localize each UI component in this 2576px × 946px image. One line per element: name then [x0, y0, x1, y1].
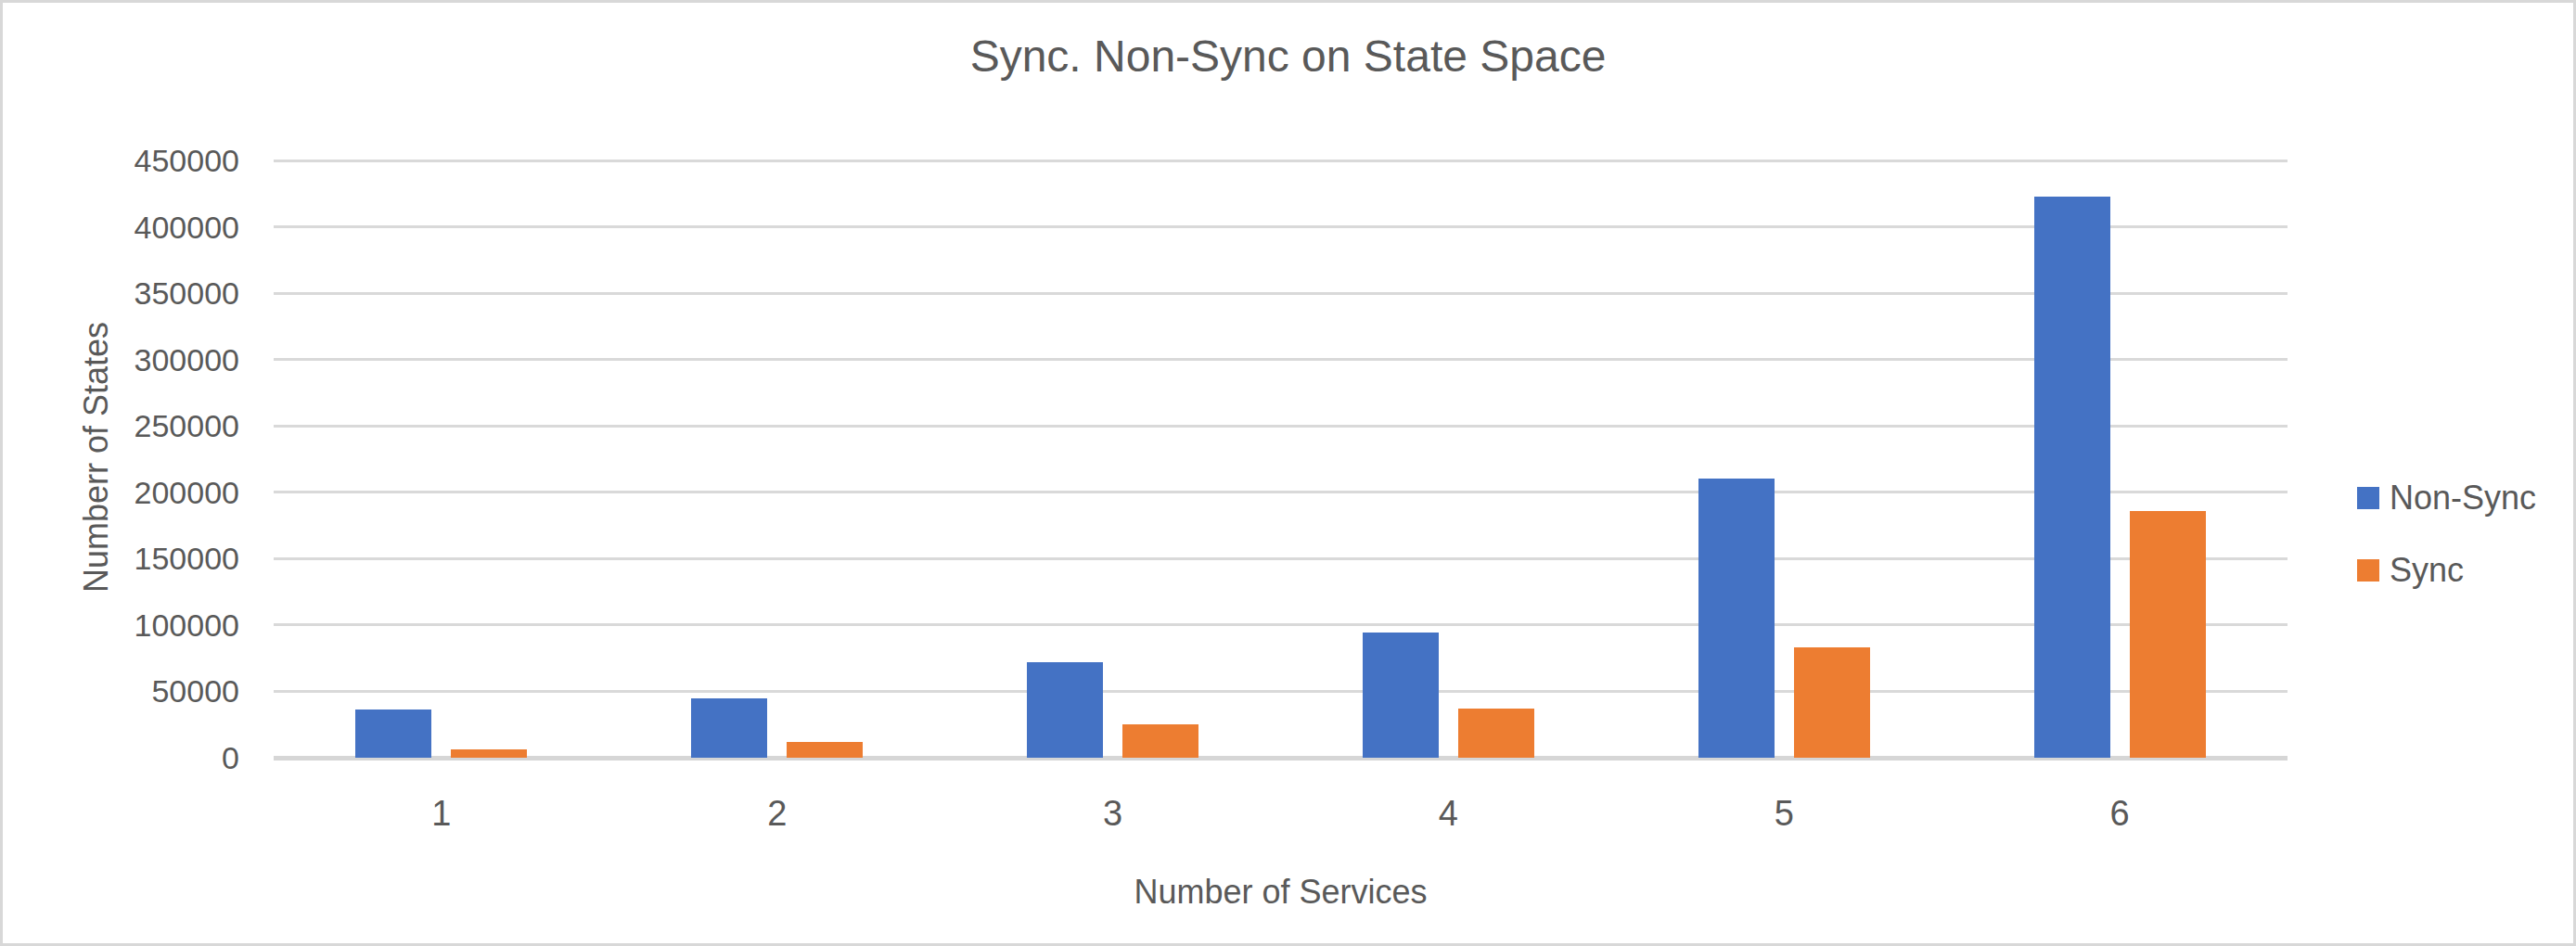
y-tick-label: 300000 — [3, 341, 239, 378]
x-tick-label: 3 — [1048, 793, 1178, 834]
bar-non-sync-4 — [1363, 633, 1439, 758]
y-tick-label: 100000 — [3, 607, 239, 644]
legend-swatch-non-sync — [2357, 487, 2379, 509]
chart-title: Sync. Non-Sync on State Space — [3, 31, 2573, 82]
bar-non-sync-3 — [1027, 662, 1103, 758]
y-tick-label: 0 — [3, 739, 239, 776]
bar-sync-6 — [2130, 511, 2206, 758]
gridline — [274, 358, 2288, 361]
bar-non-sync-2 — [691, 698, 767, 758]
bar-non-sync-5 — [1698, 479, 1775, 758]
y-tick-label: 150000 — [3, 540, 239, 577]
legend-item-non-sync: Non-Sync — [2357, 479, 2536, 518]
legend-label-non-sync: Non-Sync — [2390, 479, 2536, 518]
bar-sync-2 — [787, 742, 863, 758]
x-tick-label: 5 — [1719, 793, 1849, 834]
gridline — [274, 690, 2288, 693]
bar-non-sync-1 — [355, 710, 431, 758]
gridline — [274, 557, 2288, 560]
gridline — [274, 225, 2288, 228]
gridline — [274, 292, 2288, 295]
y-tick-label: 450000 — [3, 142, 239, 179]
bar-sync-5 — [1794, 647, 1870, 758]
x-tick-label: 2 — [712, 793, 842, 834]
legend-item-sync: Sync — [2357, 551, 2464, 590]
bar-sync-3 — [1122, 724, 1198, 758]
bar-non-sync-6 — [2034, 197, 2110, 758]
x-axis-title: Number of Services — [274, 873, 2288, 912]
y-tick-label: 50000 — [3, 672, 239, 710]
bar-sync-1 — [451, 749, 527, 758]
y-tick-label: 400000 — [3, 209, 239, 246]
y-tick-label: 350000 — [3, 275, 239, 312]
gridline — [274, 491, 2288, 493]
x-tick-label: 4 — [1383, 793, 1513, 834]
gridline — [274, 425, 2288, 428]
legend-swatch-sync — [2357, 559, 2379, 582]
chart-frame: Sync. Non-Sync on State Space Numberr of… — [0, 0, 2576, 946]
gridline — [274, 160, 2288, 162]
bar-sync-4 — [1458, 709, 1534, 758]
x-tick-label: 1 — [377, 793, 506, 834]
legend-label-sync: Sync — [2390, 551, 2464, 590]
x-axis-line — [274, 756, 2288, 761]
x-tick-label: 6 — [2055, 793, 2185, 834]
gridline — [274, 623, 2288, 626]
y-tick-label: 250000 — [3, 407, 239, 444]
y-tick-label: 200000 — [3, 474, 239, 511]
